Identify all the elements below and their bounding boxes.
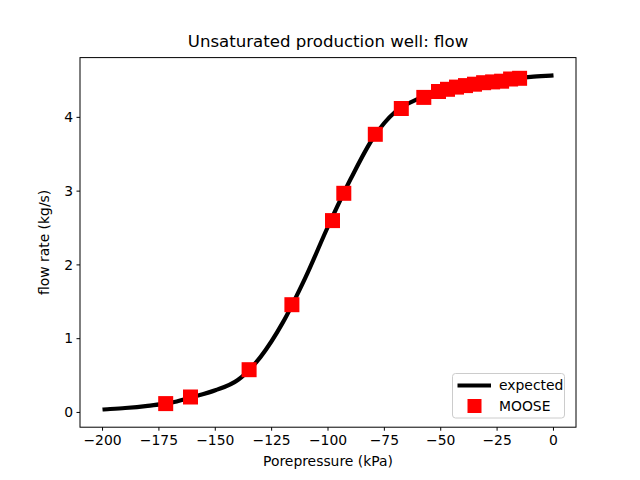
- moose-marker: [416, 90, 431, 105]
- moose-marker: [512, 71, 527, 86]
- y-tick-label: 4: [64, 109, 73, 125]
- moose-marker: [394, 101, 409, 116]
- legend-label-moose: MOOSE: [499, 398, 550, 414]
- legend-square-sample: [468, 399, 482, 413]
- x-tick-label: −200: [83, 432, 121, 448]
- x-tick-label: −175: [140, 432, 178, 448]
- x-tick-label: −100: [309, 432, 347, 448]
- chart-canvas: −200 −175 −150 −125 −100 −75 −50 −25 0 0 1 2 3 4 Unsa…: [0, 0, 640, 480]
- moose-marker: [336, 186, 351, 201]
- figure: −200 −175 −150 −125 −100 −75 −50 −25 0 0 1 2 3 4 Unsa…: [0, 0, 640, 480]
- y-axis-label: flow rate (kg/s): [36, 190, 52, 295]
- moose-marker: [242, 362, 257, 377]
- x-tick-label: 0: [549, 432, 558, 448]
- y-tick-label: 0: [64, 404, 73, 420]
- moose-marker: [368, 127, 383, 142]
- chart-title: Unsaturated production well: flow: [188, 32, 468, 51]
- legend: expected MOOSE: [453, 374, 565, 419]
- axes-frame: [80, 58, 576, 428]
- y-tick-label: 3: [64, 183, 73, 199]
- x-axis-label: Porepressure (kPa): [263, 453, 393, 469]
- x-tick-label: −25: [482, 432, 511, 448]
- x-tick-label: −125: [253, 432, 291, 448]
- moose-marker: [284, 297, 299, 312]
- y-tick-label: 2: [64, 257, 73, 273]
- y-tick-label: 1: [64, 330, 73, 346]
- moose-marker: [183, 390, 198, 405]
- expected-curve: [103, 75, 554, 409]
- x-tick-label: −50: [426, 432, 455, 448]
- moose-marker: [158, 396, 173, 411]
- x-tick-label: −150: [196, 432, 234, 448]
- moose-marker: [325, 213, 340, 228]
- legend-label-expected: expected: [499, 377, 563, 393]
- x-tick-label: −75: [370, 432, 399, 448]
